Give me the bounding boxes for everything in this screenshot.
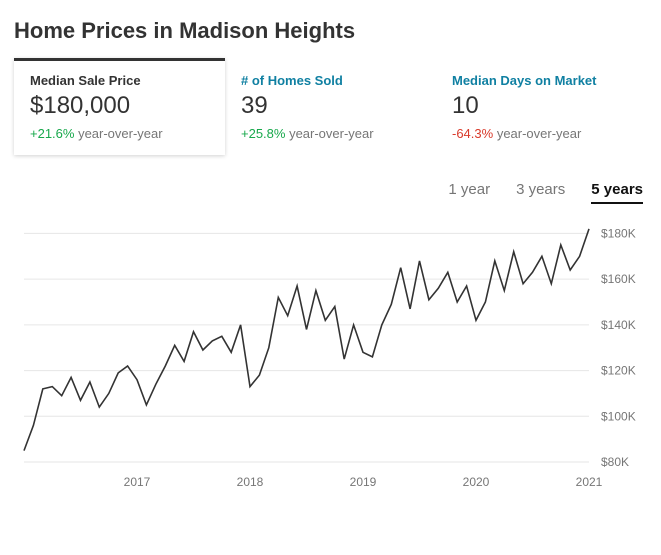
metric-tab-0[interactable]: Median Sale Price $180,000 +21.6% year-ove… [14, 58, 225, 155]
metric-tab-change: -64.3% year-over-year [452, 126, 631, 141]
page-title: Home Prices in Madison Heights [14, 18, 647, 44]
range-item-1[interactable]: 3 years [516, 181, 565, 204]
metric-tab-value: 39 [241, 92, 420, 120]
metric-tab-change: +25.8% year-over-year [241, 126, 420, 141]
price-series-line [24, 229, 589, 451]
metric-tabs: Median Sale Price $180,000 +21.6% year-ove… [14, 58, 647, 155]
y-axis-label: $80K [601, 455, 629, 469]
y-axis-label: $120K [601, 364, 636, 378]
y-axis-label: $100K [601, 409, 636, 423]
range-item-0[interactable]: 1 year [448, 181, 490, 204]
x-axis-label: 2018 [237, 475, 264, 489]
range-item-2[interactable]: 5 years [591, 181, 643, 204]
metric-tab-value: $180,000 [30, 92, 209, 120]
time-range-row: 1 year 3 years 5 years [14, 181, 643, 204]
y-axis-label: $160K [601, 272, 636, 286]
x-axis-label: 2020 [463, 475, 490, 489]
metric-tab-label: Median Days on Market [452, 73, 631, 88]
y-axis-label: $180K [601, 226, 636, 240]
metric-tab-value: 10 [452, 92, 631, 120]
metric-tab-2[interactable]: Median Days on Market 10 -64.3% year-over-… [436, 58, 647, 155]
y-axis-label: $140K [601, 318, 636, 332]
metric-tab-change: +21.6% year-over-year [30, 126, 209, 141]
metric-tab-label: Median Sale Price [30, 73, 209, 88]
metric-tab-1[interactable]: # of Homes Sold 39 +25.8% year-over-year [225, 58, 436, 155]
x-axis-label: 2021 [576, 475, 603, 489]
price-chart: $80K $100K $120K $140K $160K $180K 2017 2018 201… [14, 212, 647, 502]
x-axis-label: 2017 [124, 475, 151, 489]
x-axis-label: 2019 [350, 475, 377, 489]
metric-tab-label: # of Homes Sold [241, 73, 420, 88]
